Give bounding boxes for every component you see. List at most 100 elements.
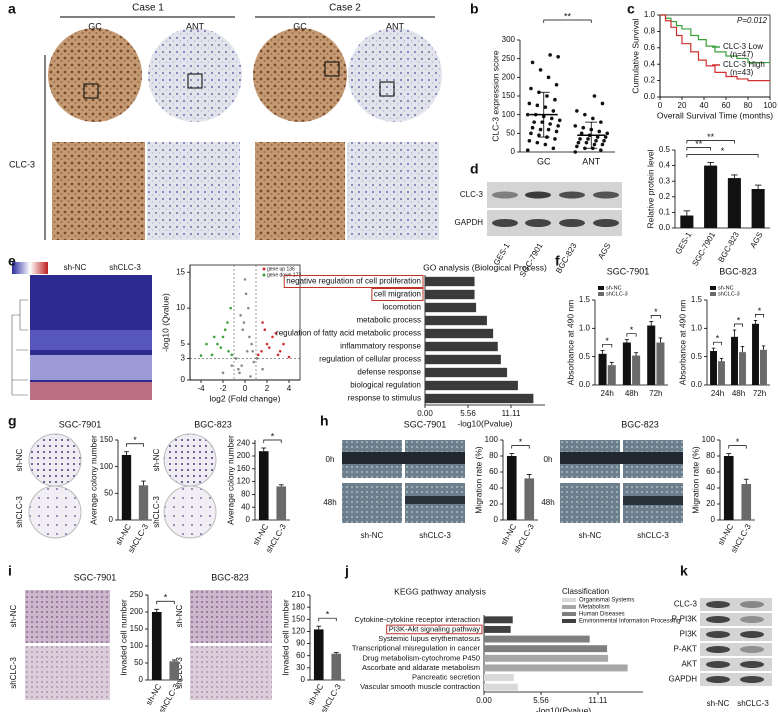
data-point <box>553 137 557 141</box>
category-label: PI3K-Akt signaling pathway <box>389 624 481 633</box>
case-label: Case 1 <box>132 3 164 14</box>
data-point <box>603 135 608 139</box>
data-point <box>538 127 543 132</box>
row-label: shCLC-3 <box>152 496 161 528</box>
data-point <box>249 375 252 378</box>
significance-label: * <box>630 325 634 335</box>
data-point <box>525 112 530 117</box>
case-label: Case 2 <box>329 3 361 14</box>
tissue-core <box>253 28 347 122</box>
significance-bracket <box>156 600 175 605</box>
x-tick-label: 0.00 <box>417 409 433 418</box>
data-point <box>250 342 253 346</box>
data-point <box>216 342 219 346</box>
data-point <box>529 86 533 91</box>
y-tick-label: 1.5 <box>691 295 703 304</box>
x-tick-label: BGC-823 <box>716 230 741 264</box>
invasion-image <box>25 590 110 643</box>
y-tick-label: 30 <box>296 663 305 672</box>
bar <box>138 485 149 520</box>
x-tick-label: SGC-7901 <box>690 230 717 268</box>
legend-swatch <box>598 286 604 290</box>
bar <box>484 664 628 672</box>
legend-label: shCLC-3 <box>718 291 740 297</box>
significance-bracket <box>263 439 282 443</box>
significance-bracket <box>602 344 613 348</box>
bar <box>751 189 765 228</box>
x-tick-label: GC <box>537 156 551 166</box>
legend-swatch <box>562 612 576 616</box>
legend-label: Environmental Information Processing <box>579 619 680 625</box>
data-point <box>240 364 243 367</box>
bar <box>425 393 534 404</box>
x-tick-label: 11.11 <box>502 409 521 418</box>
band-label: P-PI3K <box>672 615 698 624</box>
bar <box>484 674 514 682</box>
zoom-box <box>83 83 99 99</box>
y-tick-label: 1.0 <box>691 323 703 332</box>
category-label: regulation of fatty acid metabolic proce… <box>276 329 421 338</box>
bar <box>425 354 501 365</box>
bar <box>647 325 656 385</box>
data-point <box>578 137 582 141</box>
legend-swatch <box>562 605 576 609</box>
data-point <box>545 94 549 98</box>
panel-label: j <box>344 563 349 579</box>
data-point <box>274 331 278 335</box>
data-point <box>554 129 559 134</box>
bar <box>723 456 734 520</box>
row-label: shCLC-3 <box>9 657 18 689</box>
x-tick-label: 0.00 <box>476 696 492 705</box>
data-point <box>221 335 225 339</box>
significance-label: * <box>133 435 137 445</box>
band-label: PI3K <box>680 630 698 639</box>
data-point <box>527 101 532 106</box>
tissue-core <box>348 28 442 122</box>
column-label: shCLC-3 <box>419 531 451 540</box>
y-tick-label: 0 <box>711 515 716 524</box>
data-point <box>579 131 584 136</box>
data-point <box>245 349 249 353</box>
lane-label: SGC-7901 <box>518 241 545 279</box>
data-point <box>583 146 587 151</box>
bar <box>484 654 609 662</box>
y-tick-label: 180 <box>292 602 306 611</box>
significance-label: * <box>654 307 658 317</box>
legend-title: Classification <box>562 587 609 596</box>
significance-bracket <box>686 140 735 144</box>
data-point <box>530 125 535 130</box>
data-point <box>199 354 203 357</box>
bar <box>622 342 631 385</box>
y-tick-label: 40 <box>706 483 715 492</box>
y-tick-label: 160 <box>237 464 251 473</box>
y-axis-label: CLC-3 expression score <box>490 50 500 141</box>
y-tick-label: 0.1 <box>659 208 671 217</box>
data-point <box>600 142 605 147</box>
x-axis-label: log2 (Fold change) <box>210 393 281 403</box>
bar <box>151 612 162 680</box>
band-label: GAPDH <box>455 218 484 227</box>
wound-gap <box>342 452 465 464</box>
data-point <box>549 116 554 121</box>
y-tick-label: 1.0 <box>579 323 591 332</box>
bar <box>425 380 518 391</box>
data-point <box>583 112 587 117</box>
data-point <box>244 292 248 296</box>
cell-line: SGC-7901 <box>59 419 102 429</box>
chart-title: KEGG pathway analysis <box>394 586 486 596</box>
data-point <box>554 83 559 87</box>
significance-label: * <box>716 334 720 344</box>
x-tick-label: 0 <box>658 101 663 110</box>
x-tick-label: 48h <box>625 389 638 398</box>
lane-label: sh-NC <box>707 699 730 708</box>
category-label: defense response <box>357 368 421 377</box>
y-tick-label: 0 <box>246 515 251 524</box>
wound-gap <box>405 496 465 504</box>
y-tick-label: 0 <box>511 147 516 156</box>
y-tick-label: 0.8 <box>644 27 656 36</box>
time-label: 48h <box>323 498 336 507</box>
blot-band <box>525 219 551 227</box>
column-label: GC <box>293 21 307 31</box>
y-tick-label: 120 <box>292 627 306 636</box>
